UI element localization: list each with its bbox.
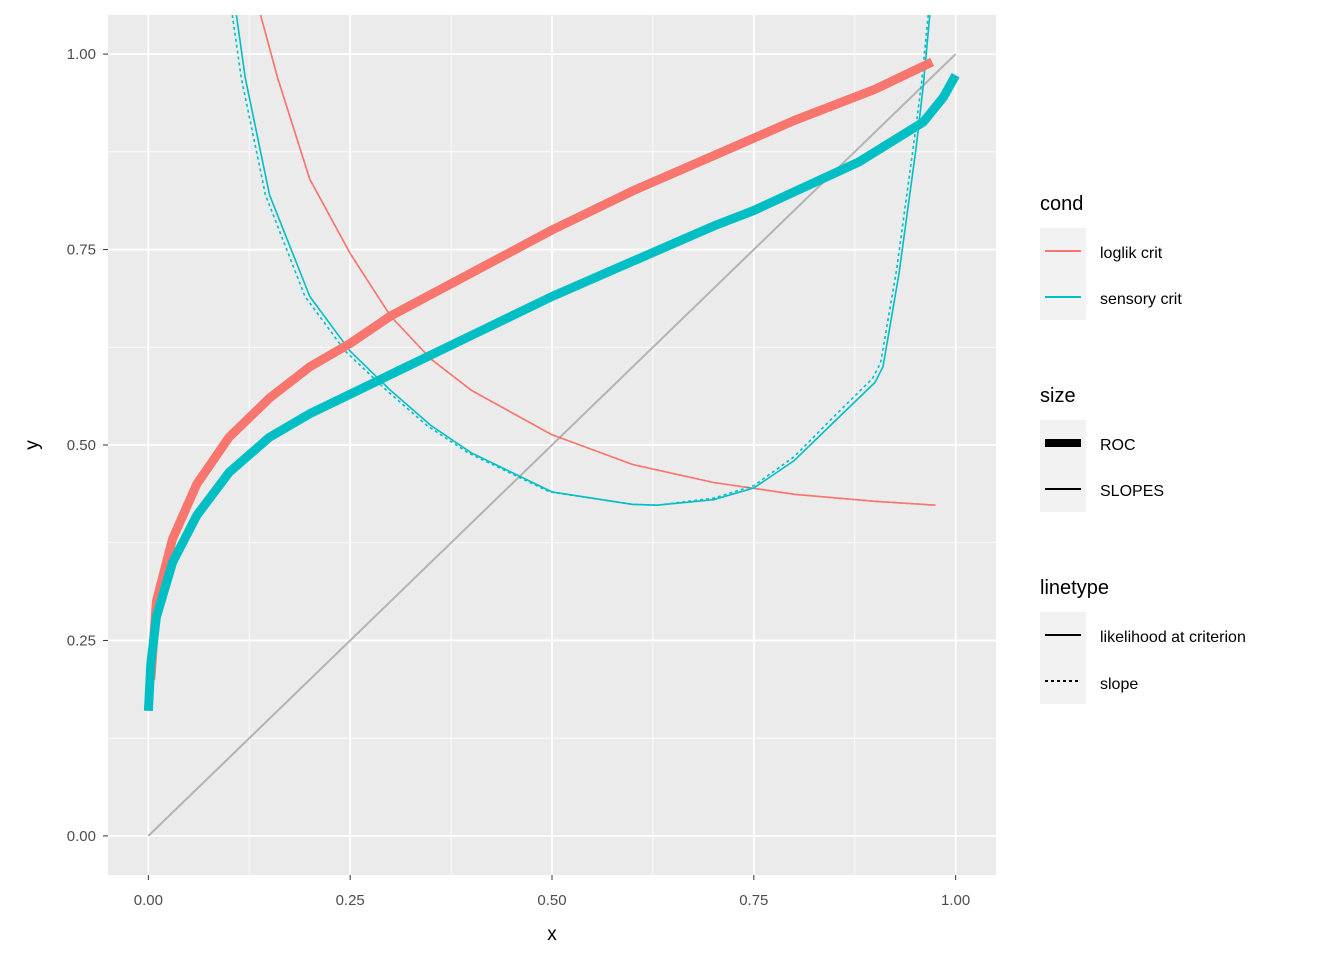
legend-title: size [1040, 385, 1076, 407]
legend-label: sensory crit [1100, 291, 1182, 308]
series-line-loglik-crit-slopes-slope [259, 15, 936, 506]
y-tick-label: 0.50 [67, 437, 96, 454]
series-line-sensory-crit-roc-likelihood-at-criterion [143, 73, 960, 712]
x-tick-label: 0.75 [739, 892, 768, 909]
legend-title: cond [1040, 193, 1083, 215]
legend-label: likelihood at criterion [1100, 629, 1246, 646]
legend-label: slope [1100, 676, 1138, 693]
legend-size: size ROC SLOPES [1040, 385, 1164, 512]
series-line-diagonal-- [147, 53, 957, 837]
y-tick-label: 1.00 [67, 46, 96, 63]
legend-label: SLOPES [1100, 483, 1164, 500]
x-tick-label: 0.00 [134, 892, 163, 909]
x-tick-label: 1.00 [941, 892, 970, 909]
legend-title: linetype [1040, 577, 1109, 599]
x-tick-label: 0.50 [537, 892, 566, 909]
series-line-loglik-crit-roc-likelihood-at-criterion [146, 57, 935, 680]
series-line-sensory-crit-slopes-likelihood-at-criterion [235, 15, 931, 506]
y-tick-label: 0.75 [67, 242, 96, 259]
y-axis-label: y [22, 440, 43, 450]
series-line-sensory-crit-slopes-slope [231, 15, 929, 506]
legend-cond: cond loglik crit sensory crit [1040, 193, 1182, 320]
y-tick-label: 0.00 [67, 828, 96, 845]
x-axis-label: x [547, 924, 557, 945]
axis-ticks: 0.00 0.25 0.50 0.75 1.00 0.00 0.25 0.50 0.75 1.00 [67, 46, 970, 909]
y-tick-label: 0.25 [67, 632, 96, 649]
x-tick-label: 0.25 [336, 892, 365, 909]
legend-linetype: linetype likelihood at criterion slope [1040, 577, 1246, 704]
series-lines [143, 15, 960, 837]
legend-label: ROC [1100, 437, 1136, 454]
legend-label: loglik crit [1100, 245, 1163, 262]
